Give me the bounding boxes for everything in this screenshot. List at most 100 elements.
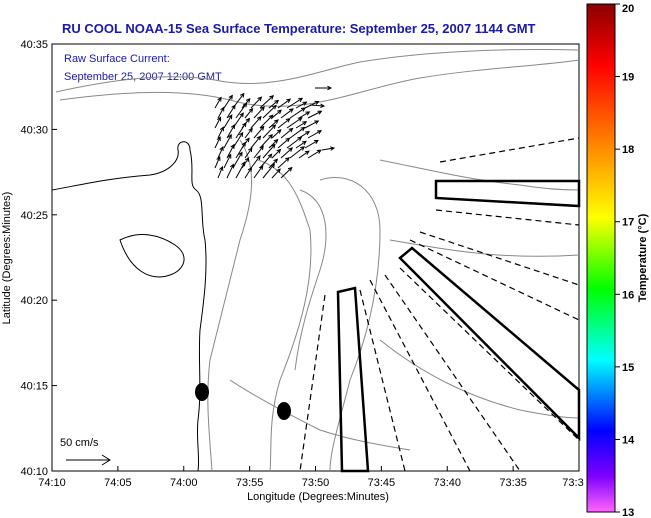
x-tick-label: 73:55 <box>236 477 264 489</box>
current-vector-arrow <box>235 122 247 139</box>
x-tick-label: 74:05 <box>104 477 132 489</box>
current-vector-arrow <box>315 85 333 91</box>
colorbar-label: Temperature (°C) <box>637 213 649 302</box>
contour-line <box>207 139 252 472</box>
x-axis-label: Longitude (Degrees:Minutes) <box>247 491 389 503</box>
bathymetry-contours <box>55 49 580 472</box>
current-vector-arrow <box>259 95 275 109</box>
shoal-marker <box>277 402 291 420</box>
current-vector-arrow <box>307 110 323 119</box>
current-vector-arrow <box>214 155 221 169</box>
current-vector-arrow <box>268 158 279 169</box>
current-vector-arrow <box>244 127 253 139</box>
current-vector-arrow <box>223 94 233 109</box>
current-vector-arrow <box>271 168 281 179</box>
current-vector-arrow <box>280 127 294 139</box>
colorbar-ticks: 20 19 18 17 16 15 14 13 <box>615 3 635 518</box>
sampling-boxes <box>336 179 581 473</box>
contour-line <box>319 176 381 472</box>
current-vector-arrow <box>286 117 303 129</box>
current-vector-arrow <box>244 107 254 119</box>
plot-frame <box>51 43 580 472</box>
x-tick-label: 73:50 <box>302 477 330 489</box>
current-vector-arrow <box>268 138 279 149</box>
current-vector-arrow <box>289 126 306 139</box>
current-vectors <box>214 85 336 179</box>
y-tick-label: 40:35 <box>20 39 48 51</box>
current-vector-arrow <box>214 116 222 129</box>
current-vector-arrow <box>309 103 326 109</box>
current-vector-arrow <box>241 157 250 169</box>
current-vector-arrow <box>223 133 232 149</box>
y-tick-label: 40:30 <box>20 124 48 136</box>
current-vector-arrow <box>226 104 236 119</box>
colorbar-tick-label: 19 <box>622 72 634 84</box>
y-axis-label: Latitude (Degrees:Minutes) <box>1 192 13 325</box>
current-date: September 25, 2007 12:00 GMT <box>64 71 222 83</box>
current-vector-arrow <box>217 106 225 119</box>
scale-label: 50 cm/s <box>60 437 99 449</box>
box-east <box>398 246 581 442</box>
x-tick-label: 73:35 <box>499 477 527 489</box>
current-vector-arrow <box>262 124 277 139</box>
contour-line <box>257 159 312 472</box>
current-vector-arrow <box>253 125 265 139</box>
current-vector-arrow <box>298 150 310 159</box>
current-vector-arrow <box>250 115 262 129</box>
current-vector-arrow <box>271 148 282 159</box>
radial-lines <box>299 137 580 472</box>
current-vector-arrow <box>232 131 244 149</box>
current-vector-arrow <box>298 111 311 119</box>
current-vector-arrow <box>295 121 308 129</box>
x-tick-label: 73:45 <box>368 477 396 489</box>
current-vector-arrow <box>277 157 290 169</box>
current-vector-arrow <box>250 96 263 109</box>
current-vector-arrow <box>235 161 246 179</box>
current-vector-arrow <box>253 164 264 179</box>
current-vector-arrow <box>295 101 308 109</box>
current-vector-arrow <box>214 136 221 149</box>
colorbar-tick-label: 18 <box>622 144 634 156</box>
current-label: Raw Surface Current: <box>64 53 170 65</box>
box-south <box>336 286 370 473</box>
current-vector-arrow <box>307 130 323 139</box>
current-vector-arrow <box>271 109 282 119</box>
current-vector-arrow <box>262 143 276 159</box>
x-tick-label: 73:40 <box>433 477 461 489</box>
current-vector-arrow <box>268 99 280 109</box>
y-tick-label: 40:20 <box>20 295 48 307</box>
x-tick-label: 74:10 <box>38 477 66 489</box>
current-vector-arrow <box>244 166 252 179</box>
current-vector-arrow <box>268 119 279 129</box>
current-vector-arrow <box>223 153 232 169</box>
current-vector-arrow <box>307 149 322 159</box>
current-vector-arrow <box>277 118 291 129</box>
chart-title: RU COOL NOAA-15 Sea Surface Temperature:… <box>62 21 536 36</box>
current-vector-arrow <box>226 143 235 159</box>
contour-line <box>294 189 327 371</box>
current-vector-arrow <box>321 146 336 151</box>
current-vector-arrow <box>280 108 294 119</box>
y-tick-label: 40:10 <box>20 466 48 478</box>
current-vector-arrow <box>244 147 253 159</box>
current-vector-arrow <box>250 135 262 149</box>
current-vector-arrow <box>289 107 306 119</box>
x-tick-label: 73:3 <box>562 477 583 489</box>
current-vector-arrow <box>259 133 273 149</box>
contour-line <box>229 379 411 451</box>
x-axis: 74:10 74:05 74:00 73:55 73:50 73:45 73:40 73:35… <box>38 466 584 489</box>
colorbar-tick-label: 13 <box>622 507 634 518</box>
current-vector-arrow <box>223 114 233 129</box>
colorbar-tick-label: 16 <box>622 289 634 301</box>
y-tick-label: 40:25 <box>20 210 48 222</box>
box-north <box>434 179 581 208</box>
colorbar-tick-label: 15 <box>622 362 634 374</box>
current-vector-arrow <box>226 163 235 179</box>
colorbar <box>586 3 616 513</box>
current-vector-arrow <box>253 145 264 159</box>
colorbar-tick-label: 20 <box>622 3 634 15</box>
shoal-marker <box>195 383 209 401</box>
current-vector-arrow <box>304 120 320 129</box>
current-vector-arrow <box>262 104 277 119</box>
